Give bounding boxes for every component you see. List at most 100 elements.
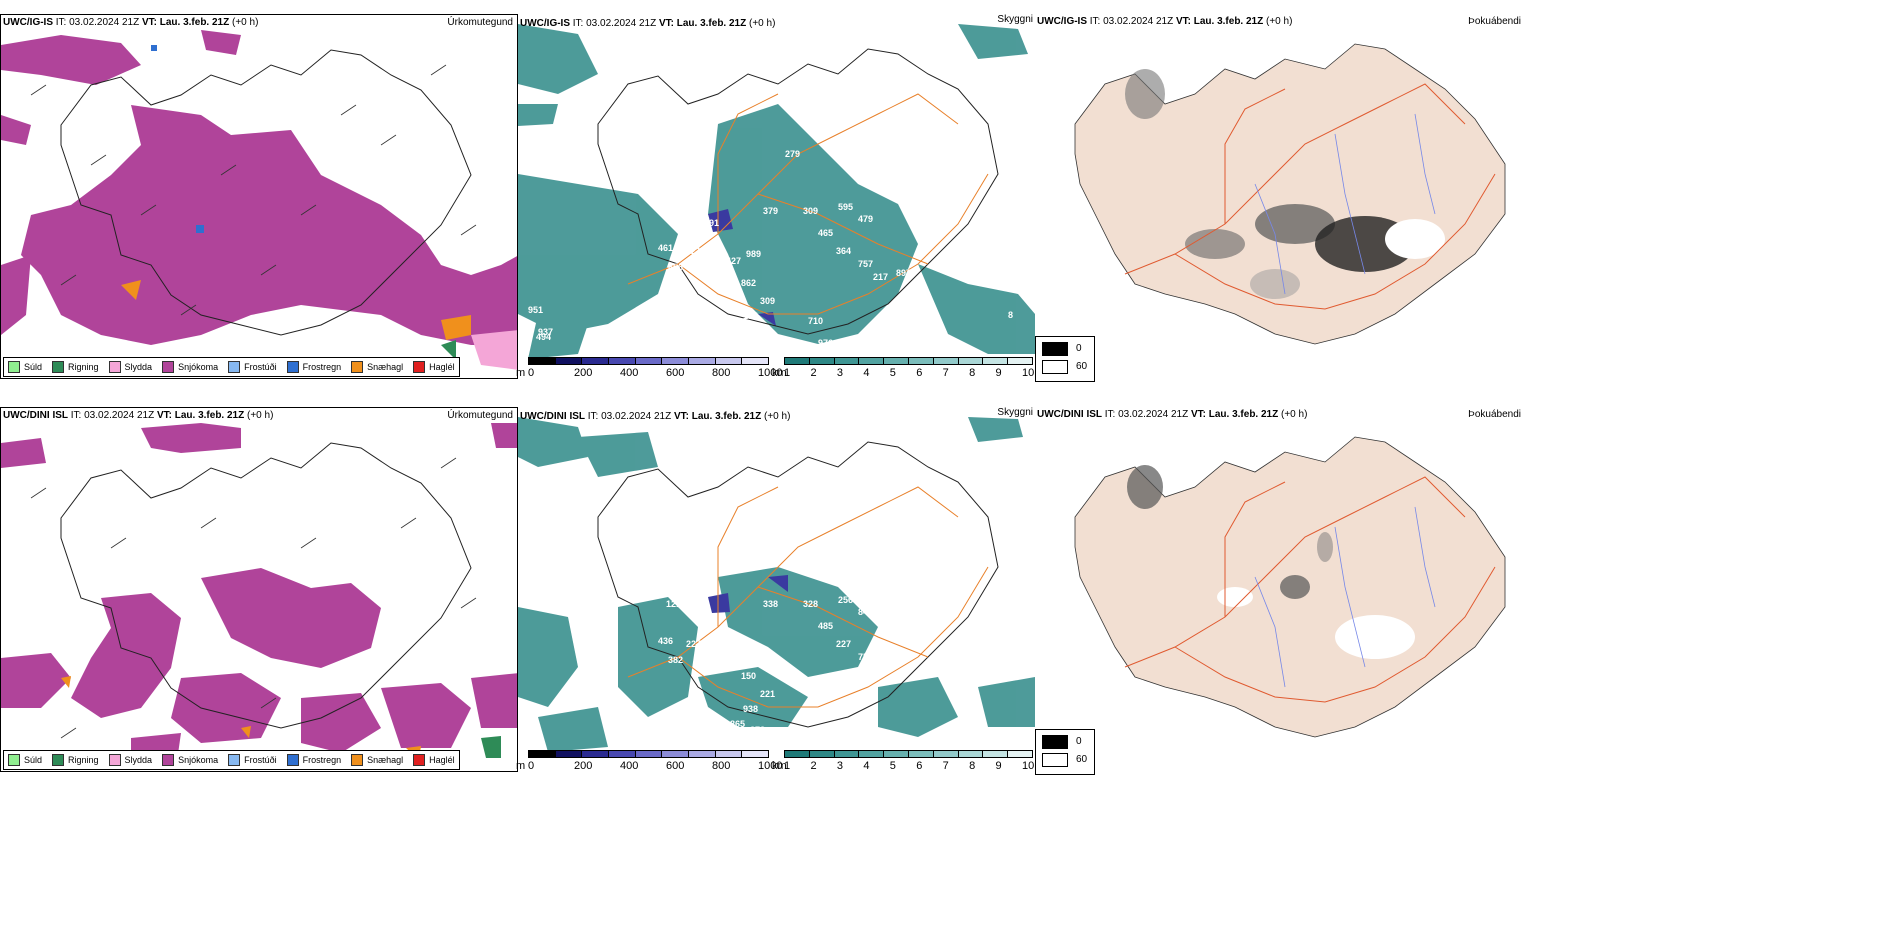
colorbar-unit: km xyxy=(772,367,787,379)
legend-item: Frostúði xyxy=(228,754,277,766)
visibility-panel-bottom: 338 328 256 841 485 227 757 599 436 227 382 33 159 15… xyxy=(518,407,1035,772)
visibility-value-label: 309 xyxy=(760,296,775,306)
precip-type-map xyxy=(1,30,517,370)
legend-swatch xyxy=(8,361,20,373)
snowfall-areas xyxy=(1,423,517,768)
vt-value: Lau. 3.feb. 21Z xyxy=(174,410,245,421)
lead-time: (+0 h) xyxy=(232,17,259,28)
it-label: IT: xyxy=(70,410,82,421)
legend-label: Súld xyxy=(24,362,43,372)
colorbar-segment xyxy=(634,357,663,365)
model-name: UWC/DINI ISL xyxy=(520,411,585,422)
legend-item: Snjókoma xyxy=(162,361,218,373)
colorbar-segment xyxy=(833,750,860,758)
colorbar-segment xyxy=(688,750,716,758)
legend-swatch xyxy=(108,361,121,373)
visibility-value-label: 221 xyxy=(686,246,701,256)
visibility-value-label: 382 xyxy=(668,655,683,665)
visibility-value-label: 70 xyxy=(683,577,693,587)
colorbar-segment xyxy=(528,357,556,365)
legend-item: Frostúði xyxy=(228,361,277,373)
colorbar-tick: 10 xyxy=(1022,760,1035,772)
fog-index-title: Þokuábendi xyxy=(1468,409,1521,420)
legend-item: Rigning xyxy=(52,361,99,373)
colorbar-tick: 9 xyxy=(995,760,1002,772)
visibility-value-label: 174 xyxy=(743,311,758,321)
fog-index-map xyxy=(1074,436,1506,738)
colorbar-tick: 4 xyxy=(863,367,870,379)
visibility-value-label: 976 xyxy=(818,338,833,348)
legend-label: Frostúði xyxy=(244,755,277,765)
visibility-value-label: 951 xyxy=(528,305,543,315)
vt-label: VT: xyxy=(1175,16,1191,27)
colorbar-tick: 8 xyxy=(969,367,976,379)
vt-value: Lau. 3.feb. 21Z xyxy=(676,18,747,29)
visibility-title: Skyggni xyxy=(997,14,1033,25)
colorbar-segment xyxy=(957,750,984,758)
model-name: UWC/DINI ISL xyxy=(1037,409,1102,420)
colorbar-segment xyxy=(581,750,609,758)
visibility-value-label: 595 xyxy=(838,202,853,212)
colorbar-unit: m xyxy=(516,367,526,379)
colorbar-tick: 600 xyxy=(666,760,685,772)
legend-label: Súld xyxy=(24,755,43,765)
visibility-value-label: 862 xyxy=(741,278,756,288)
fog-index-panel-bottom: UWC/DINI ISL IT: 03.02.2024 21Z VT: Lau.… xyxy=(1035,407,1533,772)
colorbar-tick: 200 xyxy=(574,367,593,379)
fog-index-title: Þokuábendi xyxy=(1468,16,1521,27)
legend-swatch xyxy=(162,754,175,766)
precip-type-map xyxy=(1,423,517,768)
legend-swatch xyxy=(286,361,299,373)
visibility-value-label: 841 xyxy=(858,607,873,617)
colorbar-tick: 10 xyxy=(1022,367,1035,379)
legend-label: Frostregn xyxy=(302,755,342,765)
colorbar-tick: 800 xyxy=(712,760,731,772)
visibility-title: Skyggni xyxy=(997,407,1033,418)
colorbar-tick: 1000 xyxy=(758,367,783,379)
visibility-value-label: 221 xyxy=(760,689,775,699)
legend-item: Slydda xyxy=(108,754,152,766)
colorbar-segment xyxy=(908,750,934,758)
it-value: 03.02.2024 21Z xyxy=(69,17,140,28)
visibility-value-label: 991 xyxy=(704,218,719,228)
colorbar-tick: 6 xyxy=(916,367,923,379)
colorbar-segment xyxy=(932,750,959,758)
visibility-value-label: 479 xyxy=(858,214,873,224)
low-visibility-areas xyxy=(518,417,1035,752)
visibility-value-label: 938 xyxy=(743,704,758,714)
visibility-value-label: 256 xyxy=(838,595,853,605)
visibility-value-label: 666 xyxy=(916,317,931,327)
legend-swatch xyxy=(8,754,20,766)
legend-label: Snæhagl xyxy=(367,362,404,372)
visibility-value-label: 656 xyxy=(668,262,683,272)
cloud-base-colorbar: m 0 200 400 600 800 1000 xyxy=(516,357,782,383)
precip-type-panel-bottom: UWC/DINI ISL IT: 03.02.2024 21Z VT: Lau.… xyxy=(0,407,518,772)
colorbar-segment xyxy=(581,357,609,365)
fog-legend-swatch xyxy=(1042,342,1068,356)
run-header: UWC/DINI ISL IT: 03.02.2024 21Z VT: Lau.… xyxy=(3,410,273,421)
low-visibility-areas xyxy=(518,24,1035,359)
colorbar-unit: km xyxy=(772,760,787,772)
legend-swatch xyxy=(108,754,121,766)
colorbar-tick: 5 xyxy=(889,367,896,379)
run-header-visibility-top: UWC/IG-IS IT: 03.02.2024 21Z VT: Lau. 3.… xyxy=(520,18,775,29)
legend-label: Rigning xyxy=(68,755,99,765)
precip-type-title: Úrkomutegund xyxy=(447,410,513,421)
colorbar-segment xyxy=(1007,357,1033,365)
legend-label: Rigning xyxy=(68,362,99,372)
legend-swatch xyxy=(351,361,364,373)
run-header: UWC/DINI ISL IT: 03.02.2024 21Z VT: Lau.… xyxy=(1037,409,1307,420)
run-header-visibility-bottom: UWC/DINI ISL IT: 03.02.2024 21Z VT: Lau.… xyxy=(520,411,790,422)
fog-index-panel-top: UWC/IG-IS IT: 03.02.2024 21Z VT: Lau. 3.… xyxy=(1035,14,1533,379)
visibility-value-label: 931 xyxy=(850,731,865,741)
vt-value: Lau. 3.feb. 21Z xyxy=(1193,16,1264,27)
colorbar-segment xyxy=(554,750,583,758)
legend-label: Slydda xyxy=(124,362,153,372)
legend-label: Frostregn xyxy=(302,362,342,372)
colorbar-tick: 1 xyxy=(784,760,791,772)
legend-label: Haglél xyxy=(429,362,455,372)
visibility-value-label: 33 xyxy=(746,642,756,652)
colorbar-segment xyxy=(554,357,583,365)
visibility-value-label: 150 xyxy=(741,671,756,681)
